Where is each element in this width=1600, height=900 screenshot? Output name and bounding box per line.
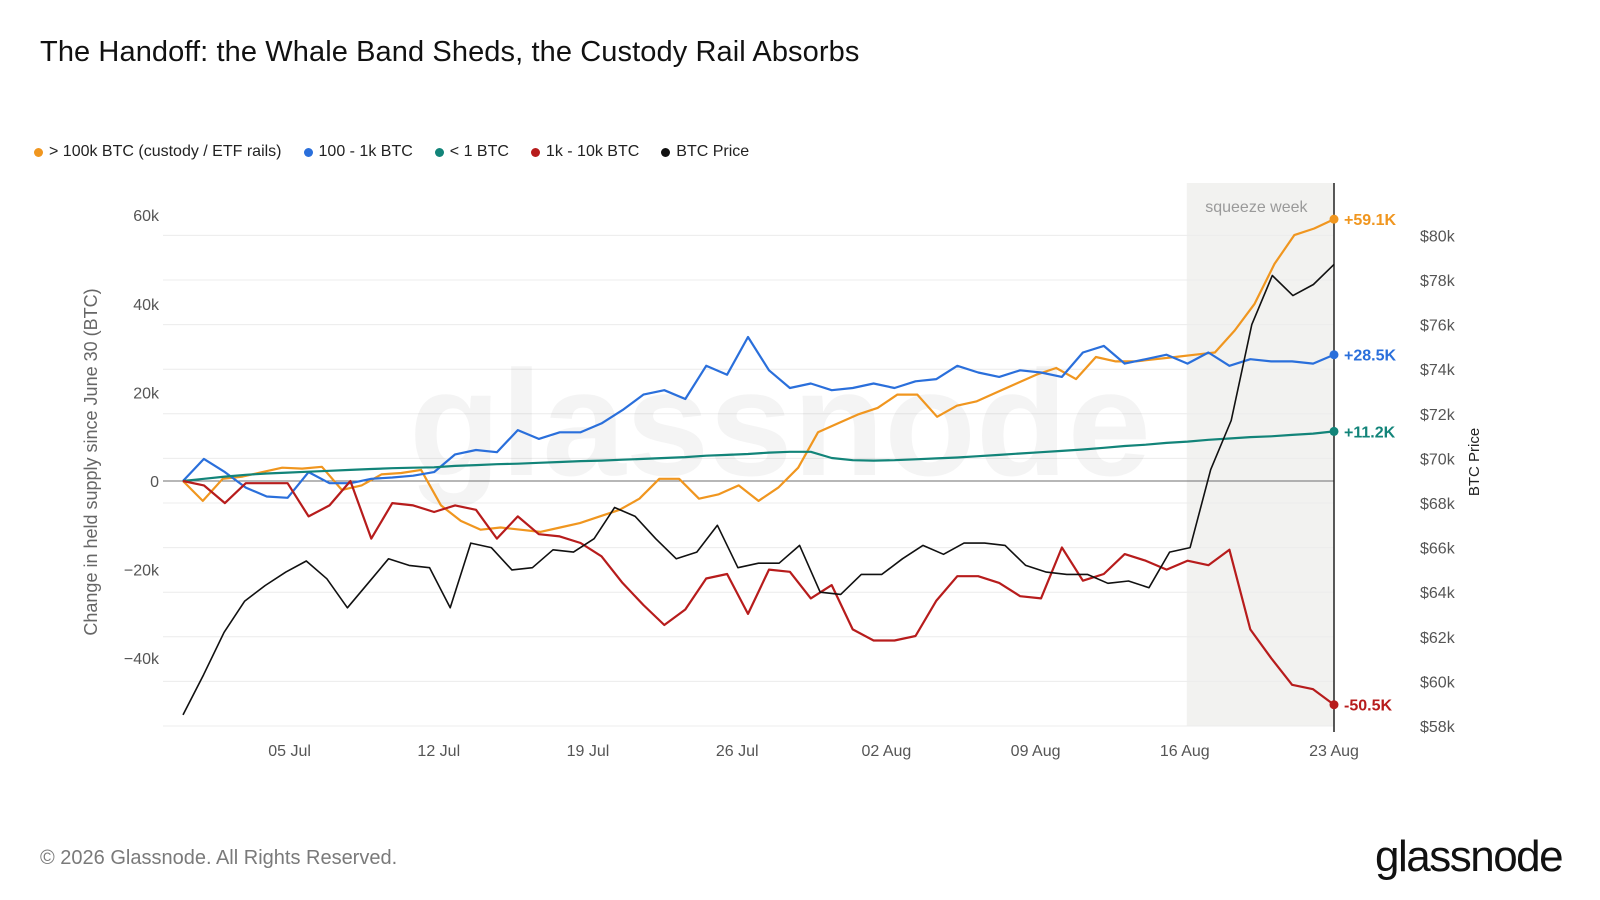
legend-item[interactable]: > 100k BTC (custody / ETF rails): [34, 143, 282, 161]
x-tick-label: 09 Aug: [1011, 743, 1061, 760]
y2-tick-label: $70k: [1420, 451, 1456, 468]
y-tick-label: −40k: [124, 651, 160, 668]
x-tick-label: 05 Jul: [268, 743, 311, 760]
y2-tick-label: $74k: [1420, 362, 1456, 379]
series-line-100-1k-btc: [182, 335, 1335, 499]
end-value-label: -50.5K: [1344, 698, 1392, 715]
legend-label: 1k - 10k BTC: [545, 143, 640, 160]
y2-tick-label: $80k: [1420, 228, 1456, 245]
x-tick-label: 16 Aug: [1160, 743, 1210, 760]
y-tick-label: 60k: [133, 208, 160, 225]
watermark: glassnode: [409, 339, 1151, 507]
x-tick-label: 02 Aug: [861, 743, 911, 760]
x-tick-label: 19 Jul: [567, 743, 610, 760]
legend-dot: [34, 147, 43, 157]
y2-tick-label: $76k: [1420, 318, 1456, 335]
end-value-label: +28.5K: [1344, 348, 1396, 365]
end-point-marker: [1329, 214, 1339, 224]
y2-tick-label: $68k: [1420, 496, 1456, 513]
y2-axis-title: BTC Price: [1466, 428, 1483, 496]
legend-item[interactable]: 1k - 10k BTC: [530, 143, 640, 161]
legend-dot: [661, 147, 671, 157]
legend-item[interactable]: < 1 BTC: [434, 143, 509, 161]
legend-item[interactable]: BTC Price: [661, 143, 749, 161]
legend-dot: [434, 147, 444, 157]
y2-tick-label: $64k: [1420, 585, 1456, 602]
end-point-marker: [1329, 350, 1339, 360]
y2-tick-label: $72k: [1420, 407, 1456, 424]
copyright-footer: © 2026 Glassnode. All Rights Reserved.: [40, 847, 398, 869]
series-line-btc-price: [182, 263, 1335, 716]
y-tick-label: 0: [150, 474, 159, 491]
y-axis-title: Change in held supply since June 30 (BTC…: [81, 288, 101, 635]
legend-dot: [530, 147, 540, 157]
legend-label: 100 - 1k BTC: [318, 143, 413, 160]
x-tick-label: 26 Jul: [716, 743, 759, 760]
legend-label: BTC Price: [676, 143, 750, 160]
end-point-marker: [1329, 426, 1339, 436]
y2-tick-label: $62k: [1420, 630, 1456, 647]
squeeze-week-shade: [1186, 183, 1334, 726]
series-line-1-btc: [182, 430, 1335, 483]
y2-tick-label: $60k: [1420, 674, 1456, 691]
legend-label: < 1 BTC: [449, 143, 509, 160]
end-value-label: +59.1K: [1344, 212, 1396, 229]
x-tick-label: 23 Aug: [1309, 743, 1359, 760]
chart-legend: > 100k BTC (custody / ETF rails) 100 - 1k…: [34, 143, 749, 161]
end-value-label: +11.2K: [1344, 424, 1396, 441]
y-tick-label: −20k: [124, 563, 160, 580]
legend-item[interactable]: 100 - 1k BTC: [303, 143, 413, 161]
y2-tick-label: $78k: [1420, 273, 1456, 290]
y2-tick-label: $66k: [1420, 541, 1456, 558]
page-title: The Handoff: the Whale Band Sheds, the C…: [40, 36, 860, 68]
squeeze-week-label: squeeze week: [1205, 199, 1308, 216]
legend-dot: [303, 147, 313, 157]
y-tick-label: 40k: [133, 297, 160, 314]
glassnode-logo: glassnode: [1375, 832, 1564, 881]
series-line-1k-10k-btc: [182, 479, 1335, 706]
y-tick-label: 20k: [133, 385, 160, 402]
x-tick-label: 12 Jul: [417, 743, 460, 760]
y2-tick-label: $58k: [1420, 719, 1456, 736]
end-point-marker: [1329, 700, 1339, 710]
legend-label: > 100k BTC (custody / ETF rails): [49, 143, 282, 160]
